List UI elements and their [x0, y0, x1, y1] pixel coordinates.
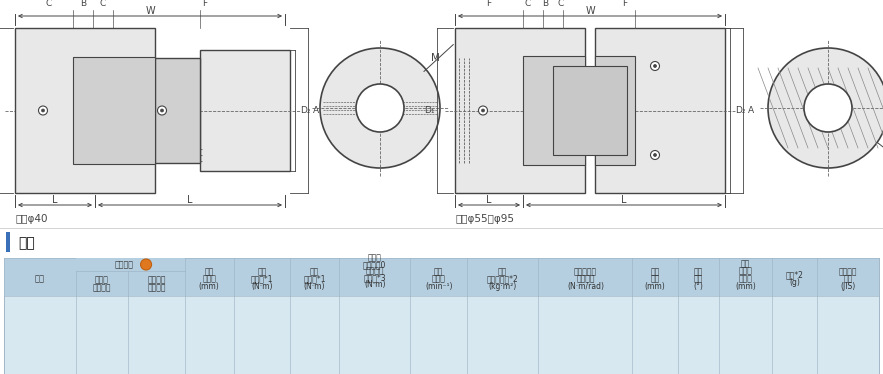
- Text: 最大: 最大: [205, 267, 214, 276]
- Text: 許容伝達: 許容伝達: [366, 267, 384, 276]
- Text: 最高: 最高: [434, 267, 443, 276]
- Text: 許容: 許容: [694, 267, 703, 276]
- Text: A: A: [748, 106, 754, 115]
- Text: モーメント*2: モーメント*2: [487, 275, 518, 283]
- Text: M: M: [431, 53, 440, 63]
- Circle shape: [804, 84, 852, 132]
- Text: 許容: 許容: [651, 267, 660, 276]
- Circle shape: [651, 61, 660, 71]
- Text: L: L: [487, 195, 492, 205]
- Text: (mm): (mm): [735, 282, 756, 291]
- Text: 最大: 最大: [310, 267, 319, 276]
- Bar: [595, 56, 635, 165]
- Bar: [73, 57, 155, 164]
- Text: C: C: [558, 0, 564, 7]
- Text: エンド: エンド: [738, 267, 752, 276]
- Circle shape: [651, 150, 660, 159]
- Text: タイト: タイト: [94, 275, 109, 284]
- Bar: [523, 56, 585, 165]
- Text: L: L: [187, 195, 192, 205]
- Text: 2: 2: [143, 260, 148, 269]
- Bar: [15, 28, 155, 193]
- Text: ラッシュ0: ラッシュ0: [363, 260, 387, 269]
- Text: 許容: 許容: [741, 259, 750, 268]
- Text: C: C: [525, 0, 532, 7]
- Text: 質量*2: 質量*2: [785, 271, 804, 280]
- Text: D₁: D₁: [424, 106, 434, 115]
- Text: (°): (°): [693, 282, 703, 291]
- Circle shape: [653, 64, 656, 67]
- Text: トルク*1: トルク*1: [303, 275, 326, 283]
- Text: (kg·m²): (kg·m²): [488, 282, 517, 291]
- Bar: [4, 258, 879, 374]
- Text: 偏角: 偏角: [694, 275, 703, 283]
- Text: (N·m/rad): (N·m/rad): [567, 282, 604, 291]
- Text: フィット: フィット: [93, 283, 111, 292]
- Bar: [95, 58, 200, 163]
- Circle shape: [157, 106, 167, 115]
- Text: L: L: [622, 195, 627, 205]
- Circle shape: [653, 153, 656, 156]
- Text: A: A: [313, 106, 319, 115]
- Circle shape: [768, 48, 883, 168]
- Circle shape: [39, 106, 48, 115]
- Text: (JIS): (JIS): [841, 282, 856, 291]
- Bar: [455, 28, 585, 193]
- Text: 品番: 品番: [34, 275, 45, 283]
- Text: D₂: D₂: [735, 106, 745, 115]
- Text: (g): (g): [789, 278, 800, 287]
- Circle shape: [479, 106, 487, 115]
- Text: 硬度: 硬度: [843, 275, 853, 283]
- Circle shape: [320, 48, 440, 168]
- Text: 慣性: 慣性: [498, 267, 507, 276]
- Text: (min⁻¹): (min⁻¹): [425, 282, 452, 291]
- Text: (N·m): (N·m): [364, 279, 386, 288]
- Text: スリーブ: スリーブ: [115, 260, 133, 269]
- Text: F: F: [623, 0, 628, 7]
- Text: 外径φ55－φ95: 外径φ55－φ95: [455, 214, 514, 224]
- Circle shape: [42, 109, 44, 112]
- Text: C: C: [46, 0, 52, 7]
- Text: D₂: D₂: [299, 106, 310, 115]
- Bar: [553, 66, 627, 155]
- Text: F: F: [202, 0, 208, 7]
- Text: (N·m): (N·m): [251, 282, 273, 291]
- Text: 静的ねじり: 静的ねじり: [574, 267, 597, 276]
- Text: トルク*3: トルク*3: [364, 273, 386, 282]
- Circle shape: [161, 109, 163, 112]
- Text: W: W: [585, 6, 595, 16]
- Circle shape: [140, 259, 152, 270]
- Text: C: C: [100, 0, 106, 7]
- Text: L: L: [52, 195, 57, 205]
- Text: イージー: イージー: [147, 275, 166, 284]
- Text: 性能: 性能: [18, 236, 34, 250]
- Text: トルク*1: トルク*1: [251, 275, 273, 283]
- Text: (N·m): (N·m): [304, 282, 325, 291]
- Text: (mm): (mm): [199, 282, 220, 291]
- Bar: [4, 258, 879, 296]
- Text: W: W: [145, 6, 155, 16]
- Text: (mm): (mm): [645, 282, 666, 291]
- Text: 外径φ40: 外径φ40: [15, 214, 48, 224]
- Text: フィット: フィット: [147, 283, 166, 292]
- Text: 軸穴径: 軸穴径: [202, 275, 216, 283]
- Bar: [595, 28, 725, 193]
- Text: バック: バック: [367, 254, 381, 263]
- Text: F: F: [487, 0, 492, 7]
- Text: B: B: [80, 0, 86, 7]
- Text: 常用: 常用: [257, 267, 267, 276]
- Circle shape: [481, 109, 485, 112]
- Text: ばね定数: ばね定数: [577, 275, 595, 283]
- Text: 回転数: 回転数: [432, 275, 446, 283]
- Bar: [200, 50, 290, 171]
- Text: B: B: [542, 0, 548, 7]
- Text: スリーブ: スリーブ: [839, 267, 857, 276]
- Bar: [6, 232, 10, 252]
- Bar: [76, 258, 185, 271]
- Text: プレイ: プレイ: [738, 274, 752, 283]
- Text: 偏心: 偏心: [651, 275, 660, 283]
- Circle shape: [356, 84, 404, 132]
